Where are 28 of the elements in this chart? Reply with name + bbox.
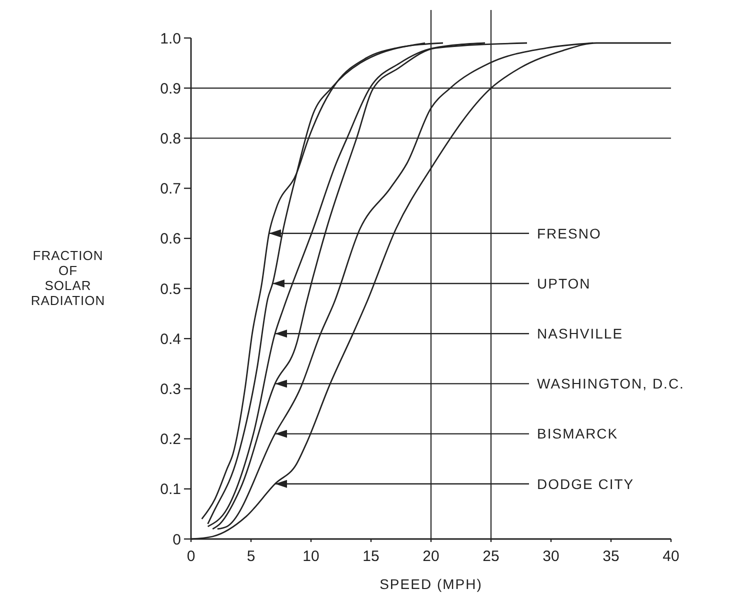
x-tick-label: 5 xyxy=(246,548,256,565)
annotation: NASHVILLE xyxy=(537,325,624,342)
x-axis-title: SPEED (MPH) xyxy=(380,576,482,592)
y-tick-label: 0.7 xyxy=(160,180,181,198)
x-tick-label: 30 xyxy=(542,548,560,565)
y-tick-label: 0.4 xyxy=(160,330,181,348)
x-tick-label: 0 xyxy=(186,548,196,565)
x-tick-label: 35 xyxy=(602,548,620,565)
y-tick-label: 0.5 xyxy=(160,280,181,298)
annotation: WASHINGTON, D.C. xyxy=(537,376,684,392)
y-tick-label: 0 xyxy=(172,531,181,548)
y-axis-title: FRACTION OF SOLAR RADIATION xyxy=(30,248,106,308)
y-tick-label: 0.2 xyxy=(160,431,181,448)
y-tick-label: 1.0 xyxy=(160,30,181,48)
y-tick-label: 0.6 xyxy=(160,230,181,248)
x-tick-label: 15 xyxy=(362,548,380,565)
y-tick-label: 0.9 xyxy=(160,80,181,98)
x-tick-label: 20 xyxy=(422,548,440,565)
x-tick-label: 10 xyxy=(302,548,320,565)
x-tick-label: 25 xyxy=(482,548,500,565)
y-tick-label: 0.1 xyxy=(160,481,181,498)
x-tick-label: 40 xyxy=(662,548,680,565)
annotation: DODGE CITY xyxy=(537,476,634,492)
annotation: BISMARCK xyxy=(537,426,618,442)
annotation: FRESNO xyxy=(537,225,602,242)
annotation: UPTON xyxy=(537,275,591,292)
y-tick-label: 0.3 xyxy=(160,380,181,398)
y-tick-label: 0.8 xyxy=(160,130,181,148)
